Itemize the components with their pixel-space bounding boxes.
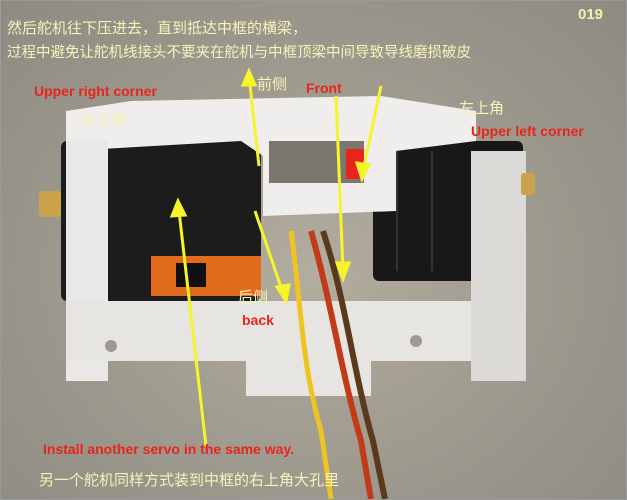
frame-rear-right	[471, 151, 526, 381]
caption-cn: 另一个舵机同样方式装到中框的右上角大孔里	[39, 471, 340, 489]
label-back-en: back	[242, 312, 274, 328]
frame-bottom-beam	[66, 301, 471, 396]
label-upper-right-en: Upper right corner	[34, 83, 157, 99]
caption-en: Install another servo in the same way.	[43, 441, 295, 457]
page-number: 019	[578, 6, 604, 23]
annotation-arrows	[169, 67, 383, 447]
label-front-en: Front	[306, 80, 342, 96]
servo-horn-gear-right	[521, 173, 535, 195]
instruction-line-2: 过程中避免让舵机线接头不要夹在舵机与中框顶梁中间导致导线磨损破皮	[7, 45, 471, 61]
label-upper-left-cn: 左上角	[459, 99, 505, 117]
servo-horn-gear	[39, 191, 61, 217]
signal-wire	[288, 230, 334, 499]
ground-wire	[320, 230, 388, 499]
label-upper-right-cn: 右上角	[81, 110, 127, 128]
instruction-line-1: 然后舵机往下压进去，直到抵达中框的横梁，	[7, 19, 308, 37]
label-upper-left-en: Upper left corner	[471, 123, 584, 139]
power-wire	[308, 230, 374, 499]
label-front-cn: 前侧	[257, 75, 288, 93]
label-back-cn: 后侧	[238, 288, 269, 306]
